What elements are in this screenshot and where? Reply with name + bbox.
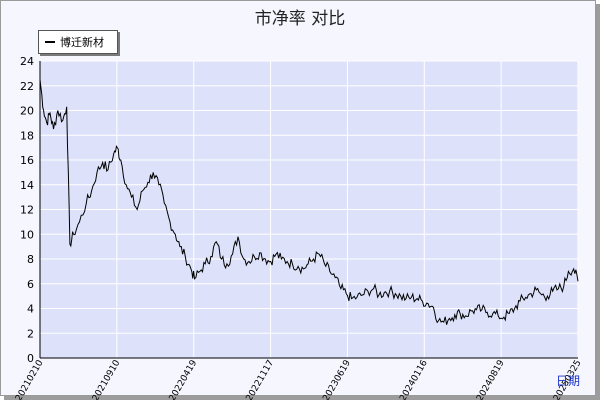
legend-swatch — [45, 41, 55, 43]
x-tick-label: 20210910 — [91, 358, 123, 400]
y-tick-label: 22 — [20, 80, 34, 93]
y-tick-label: 4 — [27, 303, 34, 316]
y-tick-label: 18 — [20, 129, 34, 142]
legend-label: 博迁新材 — [60, 36, 104, 49]
series-line — [39, 79, 579, 325]
x-tick-label: 20240819 — [475, 358, 507, 400]
x-axis-label: 日期 — [556, 374, 580, 388]
axes — [39, 61, 578, 359]
y-tick-label: 8 — [27, 253, 34, 266]
y-tick-label: 0 — [27, 352, 34, 365]
x-tick-labels: 20210210 20210910 20220419 20221117 20230619… — [14, 358, 584, 400]
y-tick-label: 6 — [27, 278, 34, 291]
x-tick-label: 20240116 — [398, 358, 430, 400]
y-tick-label: 20 — [20, 105, 34, 118]
legend: 博迁新材 — [38, 30, 118, 54]
x-tick-label: 20230619 — [321, 358, 353, 400]
y-tick-label: 12 — [20, 204, 34, 217]
y-tick-label: 24 — [20, 55, 34, 68]
y-tick-label: 16 — [20, 154, 34, 167]
y-tick-label: 14 — [20, 179, 34, 192]
y-tick-label: 2 — [27, 327, 34, 340]
chart-title: 市净率 对比 — [254, 9, 346, 29]
y-tick-label: 10 — [20, 228, 34, 241]
x-tick-label: 20221117 — [245, 359, 277, 400]
x-tick-label: 20220419 — [168, 358, 200, 400]
